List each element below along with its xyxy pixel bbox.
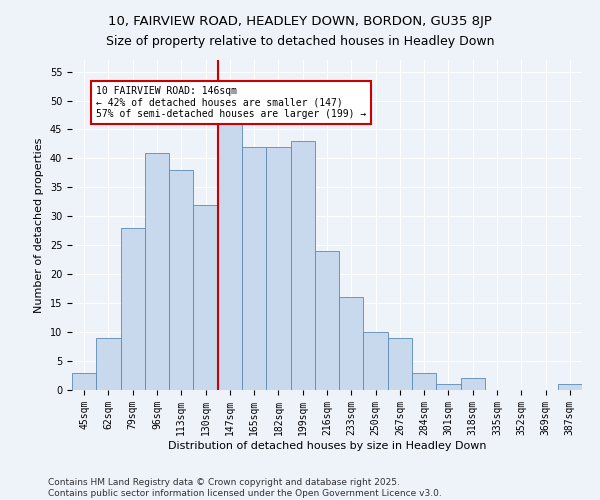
X-axis label: Distribution of detached houses by size in Headley Down: Distribution of detached houses by size … (168, 440, 486, 450)
Text: Contains HM Land Registry data © Crown copyright and database right 2025.
Contai: Contains HM Land Registry data © Crown c… (48, 478, 442, 498)
Bar (145, 152, 169, 390)
Bar (290, 141, 315, 390)
Text: 10, FAIRVIEW ROAD, HEADLEY DOWN, BORDON, GU35 8JP: 10, FAIRVIEW ROAD, HEADLEY DOWN, BORDON,… (108, 15, 492, 28)
Bar (193, 204, 218, 390)
Y-axis label: Number of detached properties: Number of detached properties (34, 138, 44, 312)
Bar (266, 147, 290, 390)
Bar (218, 124, 242, 390)
Bar (558, 384, 582, 390)
Bar (388, 338, 412, 390)
Bar (436, 384, 461, 390)
Text: 10 FAIRVIEW ROAD: 146sqm
← 42% of detached houses are smaller (147)
57% of semi-: 10 FAIRVIEW ROAD: 146sqm ← 42% of detach… (96, 86, 367, 120)
Bar (96, 338, 121, 390)
Bar (364, 332, 388, 390)
Bar (121, 228, 145, 390)
Bar (242, 147, 266, 390)
Bar (461, 378, 485, 390)
Bar (412, 372, 436, 390)
Bar (72, 372, 96, 390)
Text: Size of property relative to detached houses in Headley Down: Size of property relative to detached ho… (106, 35, 494, 48)
Bar (169, 170, 193, 390)
Bar (315, 251, 339, 390)
Bar (339, 298, 364, 390)
